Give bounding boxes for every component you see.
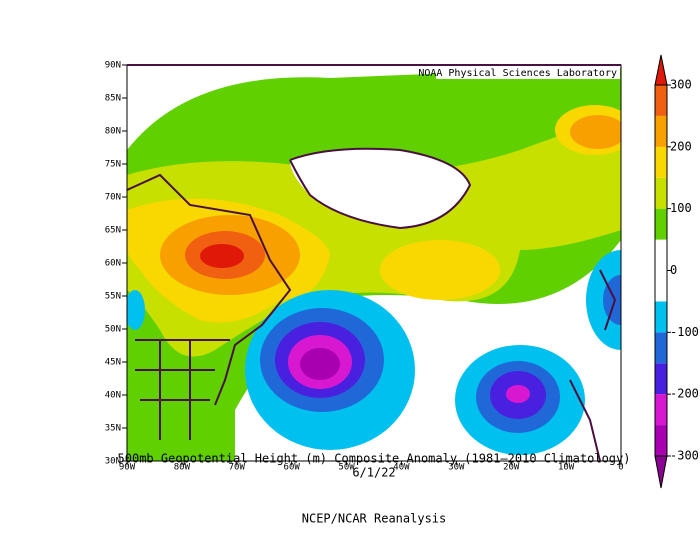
lon-tick-label: 30W xyxy=(448,463,465,473)
lon-tick-label: 90W xyxy=(119,463,136,473)
lat-tick-label: 85N xyxy=(105,94,121,104)
lat-tick-label: 50N xyxy=(105,325,121,335)
lon-tick-label: 10W xyxy=(558,463,575,473)
lat-tick-label: 40N xyxy=(105,391,121,401)
lat-tick-label: 90N xyxy=(105,61,121,71)
lon-tick-label: 60W xyxy=(284,463,301,473)
colorbar-band xyxy=(655,239,667,302)
lat-tick-label: 60N xyxy=(105,259,121,269)
colorbar-label: -100 xyxy=(670,325,699,339)
lat-tick-label: 35N xyxy=(105,424,121,434)
colorbar-band xyxy=(655,85,667,116)
colorbar-label: 200 xyxy=(670,139,692,153)
colorbar-label: 300 xyxy=(670,78,692,92)
colorbar-band xyxy=(655,332,667,364)
lon-tick-label: 40W xyxy=(393,463,410,473)
colorbar-band xyxy=(655,394,667,426)
lon-tick-label: 80W xyxy=(174,463,191,473)
credit: NOAA Physical Sciences Laboratory xyxy=(418,68,617,79)
lat-tick-label: 70N xyxy=(105,193,121,203)
colorbar-band xyxy=(655,301,667,333)
colorbar-band xyxy=(655,208,667,240)
lon-tick-label: 0 xyxy=(618,463,623,473)
colorbar-label: -300 xyxy=(670,449,699,463)
lat-tick-label: 45N xyxy=(105,358,121,368)
lat-tick-label: 65N xyxy=(105,226,121,236)
colorbar-extension-high xyxy=(654,54,668,86)
lon-tick-label: 50W xyxy=(338,463,355,473)
lon-tick-label: 20W xyxy=(503,463,520,473)
map-title: 500mb Geopotential Height (m) Composite … xyxy=(118,452,631,466)
anomaly-field xyxy=(127,65,621,461)
lat-tick-label: 75N xyxy=(105,160,121,170)
lat-tick-label: 55N xyxy=(105,292,121,302)
lat-tick-label: 80N xyxy=(105,127,121,137)
colorbar-band xyxy=(655,177,667,209)
lon-tick-label: 70W xyxy=(229,463,246,473)
colorbar-label: 0 xyxy=(670,263,677,277)
colorbar-band xyxy=(655,363,667,395)
colorbar-band xyxy=(655,425,667,456)
colorbar-extension-low xyxy=(654,455,668,489)
colorbar-band xyxy=(655,146,667,178)
map-source: NCEP/NCAR Reanalysis xyxy=(302,512,447,526)
credit-box xyxy=(436,66,620,79)
colorbar-label: 100 xyxy=(670,201,692,215)
lat-tick-label: 30N xyxy=(105,457,121,467)
colorbar-band xyxy=(655,115,667,147)
map-date: 6/1/22 xyxy=(352,466,395,480)
colorbar-label: -200 xyxy=(670,387,699,401)
